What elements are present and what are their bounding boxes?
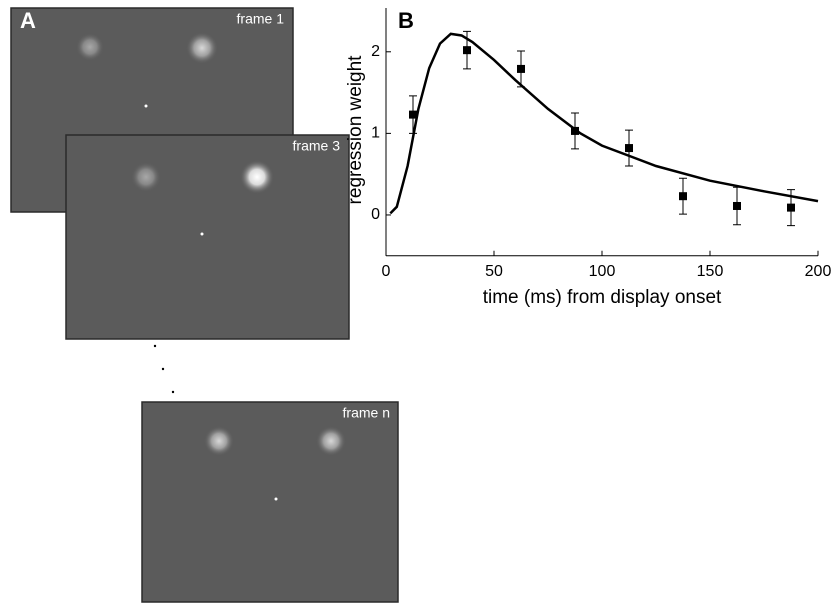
x-tick-label: 200	[805, 263, 832, 280]
fixation-point	[200, 232, 204, 236]
data-point	[571, 126, 579, 135]
y-tick-label: 1	[371, 125, 380, 142]
y-tick-label: 2	[371, 43, 380, 60]
data-point	[625, 144, 633, 153]
panel-label: B	[398, 8, 414, 33]
x-axis-label: time (ms) from display onset	[483, 287, 722, 308]
frame-label: frame n	[343, 405, 390, 421]
data-point	[679, 192, 687, 201]
frame-background	[141, 401, 399, 603]
panel-label: A	[20, 8, 36, 33]
data-point	[463, 46, 471, 55]
data-point	[517, 64, 525, 73]
ellipsis-dot	[161, 367, 165, 371]
x-tick-label: 0	[382, 263, 391, 280]
stimulus-blob	[316, 426, 346, 456]
x-tick-label: 150	[697, 263, 724, 280]
ellipsis-dot	[153, 344, 157, 348]
x-tick-label: 100	[589, 263, 616, 280]
stimulus-blob	[186, 32, 218, 64]
data-point	[733, 201, 741, 210]
stimulus-blob	[204, 426, 234, 456]
data-point	[409, 110, 417, 119]
fixation-point	[274, 497, 278, 501]
frame-background	[65, 134, 350, 340]
x-tick-label: 50	[485, 263, 503, 280]
frame: frame n	[141, 401, 399, 603]
frame-label: frame 3	[293, 138, 341, 154]
fixation-point	[144, 104, 148, 108]
y-tick-label: 0	[371, 206, 380, 223]
stimulus-blob	[131, 162, 161, 192]
data-point	[787, 203, 795, 212]
stimulus-blob	[240, 160, 274, 194]
fit-curve	[389, 32, 819, 215]
ellipsis-dot	[171, 390, 175, 394]
frame-label: frame 1	[237, 11, 285, 27]
stimulus-blob	[76, 33, 104, 61]
frame: frame 3	[65, 134, 350, 340]
y-axis-label: regression weight	[345, 55, 366, 205]
